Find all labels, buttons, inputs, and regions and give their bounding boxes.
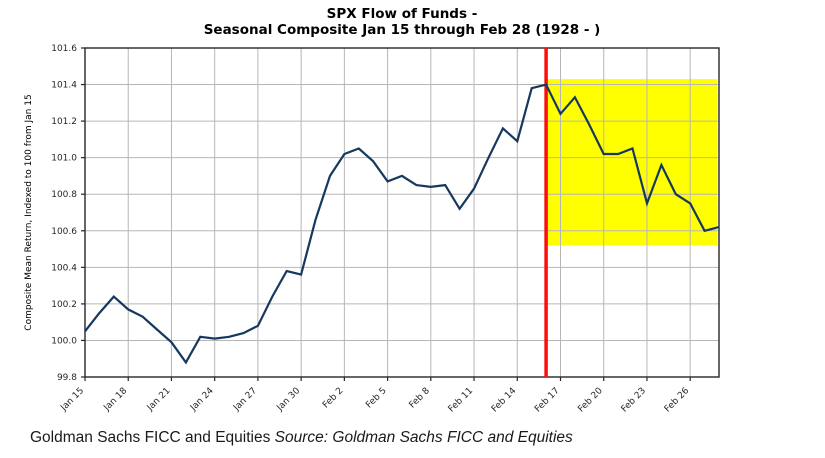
- y-axis-title: Composite Mean Return, Indexed to 100 fr…: [24, 94, 34, 330]
- y-tick-label: 101.6: [51, 44, 77, 54]
- x-tick-label: Feb 14: [490, 386, 519, 415]
- x-tick-label: Jan 18: [102, 386, 130, 414]
- y-tick-label: 100.4: [51, 263, 77, 273]
- source-footer-regular: Goldman Sachs FICC and Equities: [30, 429, 275, 446]
- chart-title: SPX Flow of Funds - Seasonal Composite J…: [85, 6, 719, 38]
- y-tick-label: 100.8: [51, 190, 77, 200]
- chart-title-line2: Seasonal Composite Jan 15 through Feb 28…: [203, 22, 601, 38]
- x-tick-label: Jan 30: [275, 386, 303, 414]
- source-footer-italic: Source: Goldman Sachs FICC and Equities: [274, 429, 573, 446]
- x-tick-label: Jan 21: [145, 386, 173, 414]
- x-tick-label: Jan 27: [231, 386, 259, 414]
- y-tick-label: 101.2: [51, 117, 77, 127]
- y-tick-label: 101.0: [51, 154, 77, 164]
- y-tick-label: 100.6: [51, 227, 77, 237]
- x-tick-label: Jan 15: [58, 386, 86, 414]
- y-tick-label: 101.4: [51, 81, 77, 91]
- y-tick-label: 99.8: [57, 373, 77, 383]
- source-footer: Goldman Sachs FICC and Equities Source: …: [30, 429, 573, 447]
- x-tick-label: Feb 5: [364, 386, 388, 410]
- x-tick-label: Feb 2: [321, 386, 345, 410]
- x-tick-label: Feb 17: [533, 386, 561, 414]
- y-tick-label: 100.2: [51, 300, 77, 310]
- chart-title-line1: SPX Flow of Funds -: [326, 6, 478, 22]
- x-tick-label: Feb 8: [408, 386, 433, 411]
- x-tick-label: Jan 24: [188, 386, 216, 414]
- y-tick-label: 100.0: [51, 336, 77, 346]
- x-tick-label: Feb 11: [447, 386, 475, 414]
- x-tick-label: Feb 23: [620, 386, 648, 414]
- x-tick-label: Feb 26: [663, 386, 692, 415]
- highlight-region: [546, 79, 717, 246]
- x-tick-label: Feb 20: [576, 386, 605, 415]
- plot-border: [84, 47, 720, 378]
- chart-canvas: 99.8 100.0 100.2 100.4 100.6 100.8 101.0 101.2 1…: [24, 44, 720, 415]
- composite-return-line: [84, 83, 720, 365]
